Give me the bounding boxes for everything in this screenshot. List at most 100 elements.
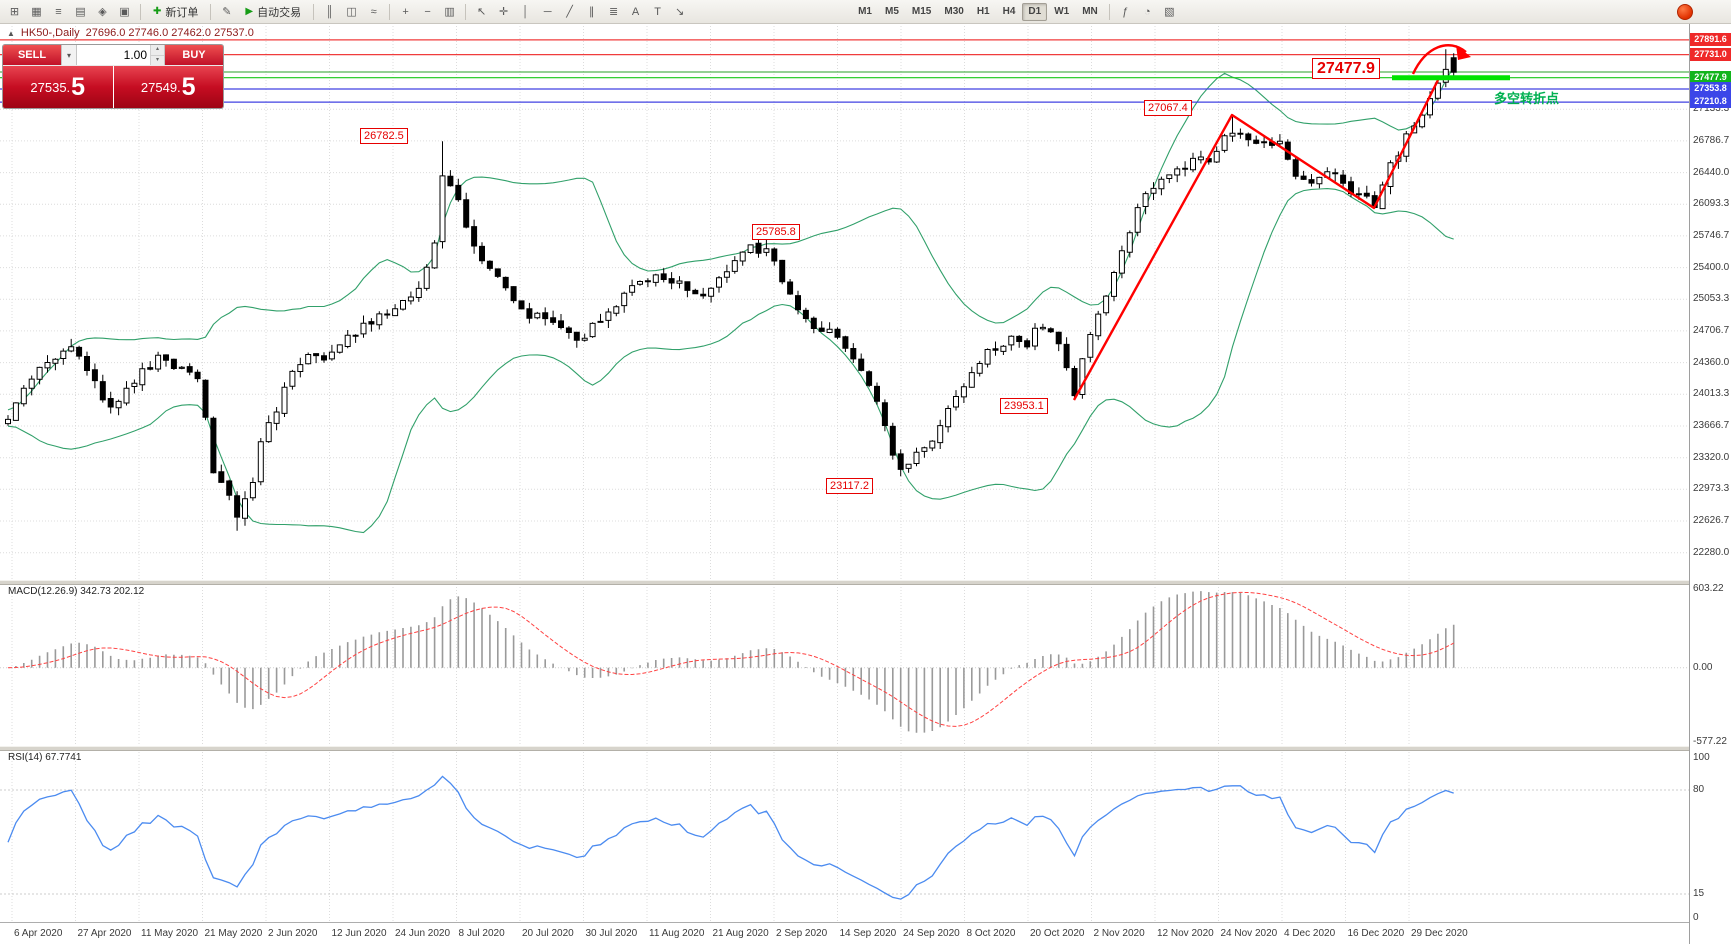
one-click-trading-panel: SELL ▾ ▴ ▾ BUY 27535. 5 27549. 5 <box>2 44 224 109</box>
candlestick-chart-icon[interactable]: ◫ <box>341 2 362 22</box>
date-tick-label: 16 Dec 2020 <box>1347 928 1405 939</box>
order-type-dropdown[interactable]: ▾ <box>61 45 77 65</box>
arrows-tool-icon[interactable]: ↘ <box>669 2 690 22</box>
line-chart-icon[interactable]: ≈ <box>363 2 384 22</box>
price-tick-label: 24706.7 <box>1693 324 1730 336</box>
pane-separator-rsi[interactable] <box>0 746 1731 751</box>
date-tick-label: 2 Sep 2020 <box>776 928 828 939</box>
new-order-button[interactable]: ✚ 新订单 <box>146 2 205 22</box>
volume-down-button[interactable]: ▾ <box>151 54 164 65</box>
autotrading-label: 自动交易 <box>257 6 302 19</box>
price-tick-label: 26786.7 <box>1693 134 1730 146</box>
macd-indicator-label: MACD(12.26.9) 342.73 202.12 <box>8 586 145 597</box>
macd-scale-label: 603.22 <box>1693 583 1724 594</box>
price-label-23953-1[interactable]: 23953.1 <box>1000 398 1048 414</box>
market-watch-icon[interactable]: ≡ <box>48 2 69 22</box>
price-label-25785-8[interactable]: 25785.8 <box>752 224 800 240</box>
timeframe-m1[interactable]: M1 <box>852 3 878 21</box>
timeframe-mn[interactable]: MN <box>1076 3 1104 21</box>
text-tool-icon[interactable]: A <box>625 2 646 22</box>
crosshair-icon[interactable]: ✛ <box>493 2 514 22</box>
new-chart-icon[interactable]: ⊞ <box>4 2 25 22</box>
date-tick-label: 14 Sep 2020 <box>839 928 897 939</box>
indicators-list-icon[interactable]: ƒ <box>1115 2 1136 22</box>
channel-icon[interactable]: ∥ <box>581 2 602 22</box>
price-tick-label: 25053.3 <box>1693 293 1730 305</box>
sell-button[interactable]: SELL <box>3 45 61 65</box>
rsi-scale-label: 80 <box>1693 784 1705 795</box>
templates-icon[interactable]: ▧ <box>1159 2 1180 22</box>
new-order-plus-icon: ✚ <box>153 6 162 17</box>
timeframe-h1[interactable]: H1 <box>971 3 996 21</box>
buy-button-label: BUY <box>182 49 206 61</box>
timeframe-m15[interactable]: M15 <box>906 3 937 21</box>
date-tick-label: 11 Aug 2020 <box>649 928 705 939</box>
date-tick-label: 29 Dec 2020 <box>1411 928 1468 939</box>
turning-point-note[interactable]: 多空转折点 <box>1494 91 1560 106</box>
date-tick-label: 4 Dec 2020 <box>1284 928 1336 939</box>
tile-windows-icon[interactable]: ▥ <box>439 2 460 22</box>
buy-button[interactable]: BUY <box>165 45 223 65</box>
horizontal-line-icon[interactable]: ─ <box>537 2 558 22</box>
rsi-scale-label: 15 <box>1693 888 1705 899</box>
price-tick-label: 22626.7 <box>1693 515 1730 526</box>
buy-price-button[interactable]: 27549. 5 <box>113 66 223 108</box>
chart-symbol-period: HK50-,Daily <box>20 27 80 39</box>
toolbar-separator <box>1108 3 1110 20</box>
fibonacci-icon[interactable]: ≣ <box>603 2 624 22</box>
zoom-out-icon[interactable]: − <box>417 2 438 22</box>
date-tick-label: 12 Nov 2020 <box>1157 928 1214 939</box>
terminal-icon[interactable]: ▣ <box>114 2 135 22</box>
data-window-icon[interactable]: ▤ <box>70 2 91 22</box>
timeframe-w1[interactable]: W1 <box>1048 3 1075 21</box>
timeframe-m30[interactable]: M30 <box>938 3 969 21</box>
date-tick-label: 27 Apr 2020 <box>77 928 132 939</box>
price-level-tag: 27891.6 <box>1690 32 1731 46</box>
cursor-icon[interactable]: ↖ <box>471 2 492 22</box>
time-axis[interactable]: 6 Apr 2020 27 Apr 2020 11 May 2020 21 May 2… <box>0 923 1689 944</box>
price-label-27067-4[interactable]: 27067.4 <box>1144 100 1192 116</box>
price-tick-label: 23666.7 <box>1693 419 1730 431</box>
date-tick-label: 24 Sep 2020 <box>903 928 960 939</box>
price-label-26782-5[interactable]: 26782.5 <box>360 128 408 144</box>
timeframe-d1[interactable]: D1 <box>1022 2 1048 21</box>
pane-separator-macd[interactable] <box>0 580 1731 585</box>
autotrading-button[interactable]: ▶ 自动交易 <box>238 2 308 22</box>
metaeditor-icon[interactable]: ✎ <box>216 2 237 22</box>
buy-price-big-digit: 5 <box>181 72 196 101</box>
label-tool-icon[interactable]: T <box>647 2 668 22</box>
vertical-line-icon[interactable]: │ <box>515 2 536 22</box>
zoom-in-icon[interactable]: + <box>395 2 416 22</box>
timeframe-m5[interactable]: M5 <box>879 3 905 21</box>
sell-price: 27535. <box>30 79 71 95</box>
date-tick-label: 20 Jul 2020 <box>522 928 574 939</box>
key-level-label-27477-9[interactable]: 27477.9 <box>1312 58 1380 79</box>
periods-icon[interactable]: ◔ <box>1137 2 1158 22</box>
date-tick-label: 8 Oct 2020 <box>966 928 1016 939</box>
date-tick-label: 12 Jun 2020 <box>331 928 387 939</box>
date-tick-label: 24 Nov 2020 <box>1220 928 1278 939</box>
date-tick-label: 21 May 2020 <box>204 928 263 939</box>
price-axis[interactable]: 27133.3 26786.7 26440.0 26093.3 25746.7 25400… <box>1689 24 1731 944</box>
chart-ohlc-values: 27696.0 27746.0 27462.0 27537.0 <box>85 27 254 39</box>
toolbar-separator <box>465 3 467 20</box>
navigator-icon[interactable]: ◈ <box>92 2 113 22</box>
volume-input[interactable] <box>77 45 150 65</box>
macd-scale-label: 0.00 <box>1693 661 1713 673</box>
date-tick-label: 2 Jun 2020 <box>268 928 318 939</box>
bar-chart-icon[interactable]: ║ <box>319 2 340 22</box>
price-label-23117-2[interactable]: 23117.2 <box>826 478 873 494</box>
date-tick-label: 30 Jul 2020 <box>585 928 638 939</box>
price-level-tag: 27353.8 <box>1690 82 1731 96</box>
price-tick-label: 22280.0 <box>1693 546 1730 558</box>
volume-up-button[interactable]: ▴ <box>151 45 164 55</box>
community-icon[interactable] <box>1677 3 1693 20</box>
sell-price-button[interactable]: 27535. 5 <box>3 66 113 108</box>
profiles-icon[interactable]: ▦ <box>26 2 47 22</box>
trendline-icon[interactable]: ╱ <box>559 2 580 22</box>
toolbar-separator <box>140 3 141 20</box>
timeframe-h4[interactable]: H4 <box>997 3 1022 21</box>
volume-control: ▴ ▾ <box>77 45 165 65</box>
